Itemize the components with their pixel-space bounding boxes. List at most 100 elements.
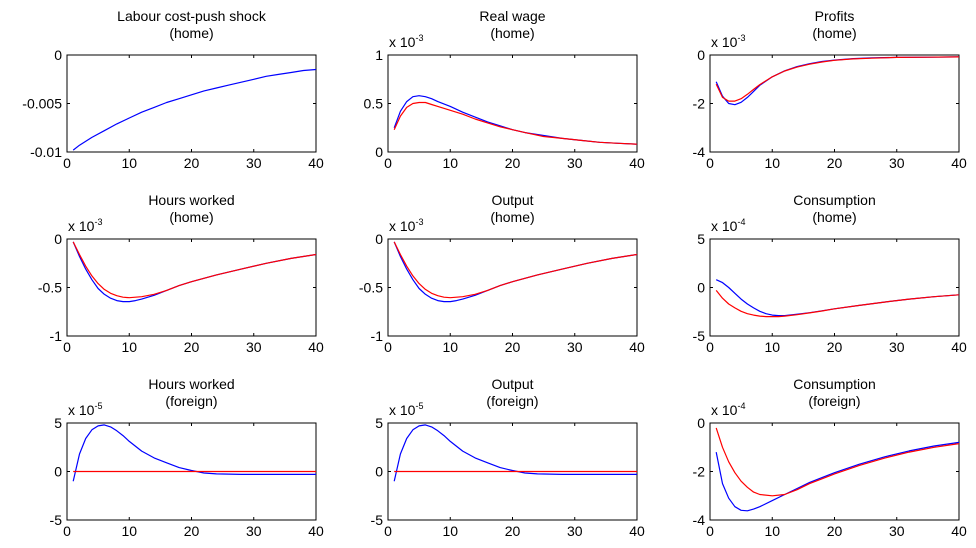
plot-frame [66, 54, 317, 153]
y-tick-label: 0 [54, 464, 62, 480]
x-tick-label: 40 [629, 523, 645, 539]
y-tick-label: 0.5 [364, 96, 384, 112]
plot-subtitle: (foreign) [486, 393, 538, 409]
y-tick-label: 0 [375, 464, 383, 480]
y-tick-label: 0 [697, 280, 705, 296]
x-tick-label: 40 [629, 155, 645, 171]
plot-subtitle: (home) [812, 25, 856, 41]
subplot-9: Consumption(foreign) x 10-4 0 10 20 30 40 0 -2 -4 [693, 376, 967, 539]
x-tick-label: 30 [246, 523, 262, 539]
y-tick-label: -1 [371, 328, 384, 344]
x-tick-label: 0 [63, 339, 71, 355]
x-tick-label: 40 [308, 155, 324, 171]
x-tick-label: 40 [629, 339, 645, 355]
x-tick-label: 30 [246, 339, 262, 355]
plot-frame [709, 54, 960, 153]
axis-exponent-label: x 10-5 [68, 401, 102, 418]
x-tick-label: 10 [764, 339, 780, 355]
y-tick-label: 0 [375, 231, 383, 247]
y-tick-label: -2 [693, 96, 706, 112]
x-tick-label: 30 [567, 155, 583, 171]
series-line-2 [715, 427, 960, 497]
x-tick-label: 10 [121, 339, 137, 355]
plot-frame [709, 238, 960, 337]
x-tick-label: 30 [567, 339, 583, 355]
series-line-2 [393, 101, 638, 145]
subplot-1: Labour cost-push shock(home)0 10 20 30 400-0… [22, 8, 324, 171]
x-tick-label: 10 [442, 339, 458, 355]
x-tick-label: 0 [384, 339, 392, 355]
series-line-1 [393, 424, 637, 482]
x-tick-label: 0 [706, 523, 714, 539]
plot-title: Output [491, 376, 533, 392]
series-line-1 [72, 68, 317, 151]
plot-frame [387, 238, 638, 337]
series-line-2 [715, 290, 960, 318]
y-tick-label: -5 [371, 512, 384, 528]
y-tick-label: -4 [693, 144, 706, 160]
y-tick-label: 0 [697, 47, 705, 63]
y-tick-label: 5 [375, 415, 383, 431]
subplot-4: Hours worked(home) x 10-3 0 10 20 30 40 0 -0.5 -1 [38, 192, 324, 355]
plot-frame [709, 422, 960, 521]
x-tick-label: 0 [706, 339, 714, 355]
x-tick-label: 20 [184, 339, 200, 355]
y-tick-label: -0.5 [359, 280, 383, 296]
x-tick-label: 10 [764, 155, 780, 171]
plot-subtitle: (home) [812, 209, 856, 225]
y-tick-label: 5 [697, 231, 705, 247]
plot-subtitle: (home) [490, 209, 534, 225]
y-tick-label: 0 [54, 231, 62, 247]
x-tick-label: 0 [706, 155, 714, 171]
subplot-2: Real wage(home) x 10-3 0 10 20 30 40 1 0.5 0 [364, 8, 645, 171]
x-tick-label: 40 [951, 155, 967, 171]
y-tick-label: -5 [50, 512, 63, 528]
x-tick-label: 20 [184, 523, 200, 539]
series-line-2 [393, 241, 638, 299]
plot-subtitle: (foreign) [808, 393, 860, 409]
plot-subtitle: (home) [169, 25, 213, 41]
x-tick-label: 0 [384, 155, 392, 171]
y-tick-label: -2 [693, 464, 706, 480]
x-tick-label: 10 [764, 523, 780, 539]
y-tick-label: 5 [54, 415, 62, 431]
subplot-5: Output(home) x 10-3 0 10 20 30 40 0 -0.5 -1 [359, 192, 645, 355]
axis-exponent-label: x 10-3 [389, 33, 423, 50]
plot-title: Profits [815, 8, 855, 24]
plot-subtitle: (home) [490, 25, 534, 41]
axis-exponent-label: x 10-5 [389, 401, 423, 418]
x-tick-label: 20 [827, 339, 843, 355]
x-tick-label: 0 [63, 523, 71, 539]
plot-subtitle: (home) [169, 209, 213, 225]
y-tick-label: -0.005 [22, 96, 62, 112]
plot-title: Hours worked [148, 192, 234, 208]
x-tick-label: 10 [442, 155, 458, 171]
y-tick-label: -0.01 [30, 144, 62, 160]
axis-exponent-label: x 10-3 [389, 217, 423, 234]
y-tick-label: 0 [54, 47, 62, 63]
y-tick-label: -1 [50, 328, 63, 344]
x-tick-label: 10 [442, 523, 458, 539]
plot-subtitle: (foreign) [165, 393, 217, 409]
y-tick-label: 0 [697, 415, 705, 431]
plot-frame [66, 238, 317, 337]
x-tick-label: 0 [63, 155, 71, 171]
y-tick-label: 0 [375, 144, 383, 160]
axis-exponent-label: x 10-3 [711, 33, 745, 50]
x-tick-label: 20 [505, 339, 521, 355]
series-line-2 [72, 241, 317, 299]
y-tick-label: -4 [693, 512, 706, 528]
y-tick-label: -0.5 [38, 280, 62, 296]
x-tick-label: 0 [384, 523, 392, 539]
x-tick-label: 30 [246, 155, 262, 171]
x-tick-label: 20 [827, 155, 843, 171]
x-tick-label: 30 [889, 339, 905, 355]
x-tick-label: 10 [121, 155, 137, 171]
axis-exponent-label: x 10-3 [68, 217, 102, 234]
subplot-3: Profits(home) x 10-3 0 10 20 30 40 0 -2 -4 [693, 8, 967, 171]
x-tick-label: 20 [184, 155, 200, 171]
x-tick-label: 20 [505, 523, 521, 539]
plot-frame [387, 54, 638, 153]
axis-exponent-label: x 10-4 [711, 401, 745, 418]
